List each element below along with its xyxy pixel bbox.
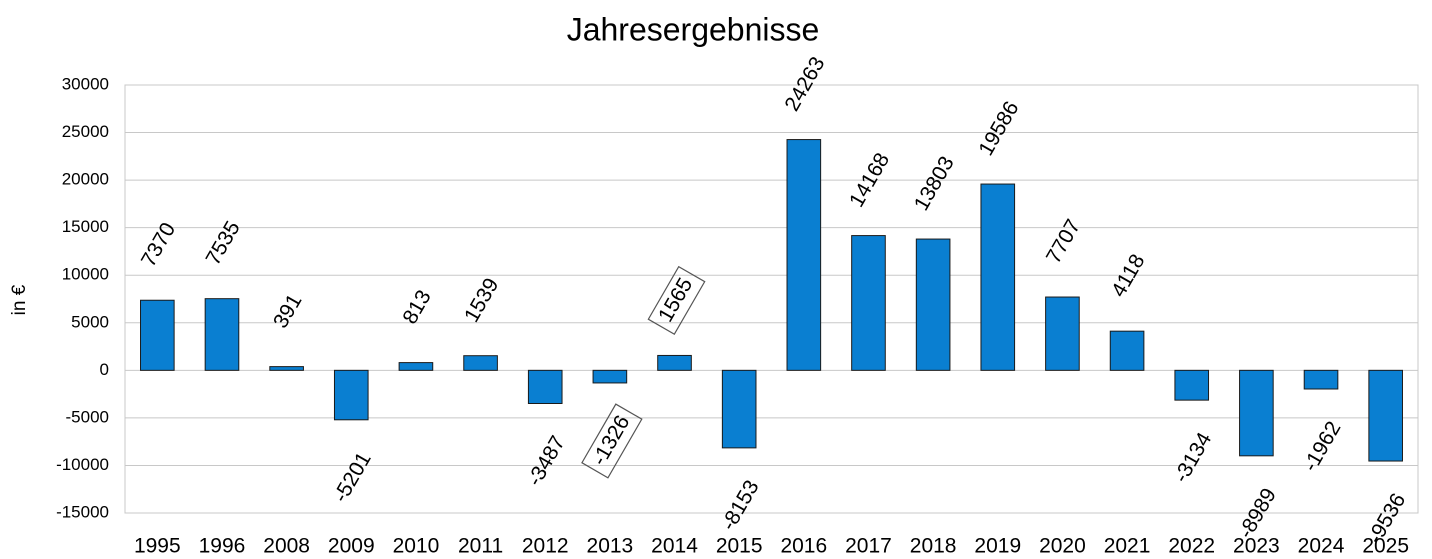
data-label: 13803	[910, 153, 959, 215]
y-tick-label: 15000	[62, 217, 109, 236]
label-box	[581, 403, 643, 479]
data-label: 19586	[974, 98, 1023, 160]
bar	[140, 299, 175, 371]
x-tick-label: 2009	[328, 535, 375, 558]
x-tick-label: 1995	[134, 535, 181, 558]
x-tick-label: 2021	[1104, 535, 1151, 558]
x-tick-label: 2015	[716, 535, 763, 558]
bar	[592, 369, 628, 384]
bar	[398, 362, 434, 371]
x-tick-label: 2008	[263, 535, 310, 558]
data-label: -3487	[523, 432, 570, 490]
x-tick-label: 2012	[522, 535, 569, 558]
x-tick-label: 2010	[393, 535, 440, 558]
y-axis-label: in €	[9, 284, 30, 315]
bar	[721, 369, 757, 449]
y-tick-label: -15000	[56, 502, 109, 521]
x-tick-label: 2011	[458, 535, 503, 558]
data-label: -1962	[1299, 418, 1346, 476]
bar	[980, 183, 1016, 371]
y-tick-label: 20000	[62, 170, 109, 189]
bar	[657, 354, 692, 371]
x-tick-label: 2025	[1362, 535, 1409, 558]
bar	[1239, 369, 1274, 457]
x-tick-label: 2018	[910, 535, 957, 558]
bar	[1303, 369, 1339, 390]
y-tick-label: -5000	[66, 407, 109, 426]
bar	[204, 298, 240, 371]
bar	[851, 235, 886, 371]
y-tick-label: 25000	[62, 122, 109, 141]
data-label: 1565	[654, 274, 697, 326]
data-label: -5201	[329, 448, 376, 506]
bar	[915, 238, 951, 371]
bar	[1109, 330, 1145, 371]
bar	[463, 355, 498, 371]
bar	[333, 369, 369, 421]
x-tick-label: 2022	[1168, 535, 1215, 558]
bar	[1174, 369, 1210, 401]
y-tick-label: -10000	[56, 455, 109, 474]
data-label: 813	[398, 286, 435, 328]
x-tick-label: 2014	[651, 535, 698, 558]
bar	[527, 369, 563, 404]
bar	[1045, 296, 1080, 371]
y-tick-label: 0	[100, 360, 109, 379]
x-tick-label: 1996	[199, 535, 246, 558]
plot-border	[124, 84, 1419, 514]
data-label: -8153	[717, 476, 764, 534]
data-label: 7370	[137, 219, 180, 271]
data-label: 24263	[780, 53, 829, 115]
y-tick-label: 10000	[62, 265, 109, 284]
y-tick-label: 5000	[71, 312, 109, 331]
x-tick-label: 2017	[845, 535, 892, 558]
x-tick-label: 2020	[1039, 535, 1086, 558]
x-tick-label: 2024	[1298, 535, 1345, 558]
x-tick-label: 2019	[974, 535, 1021, 558]
bar	[1368, 369, 1403, 462]
data-label: -3134	[1170, 428, 1217, 486]
label-box	[647, 265, 706, 336]
data-label: 391	[269, 290, 306, 332]
bar	[786, 139, 822, 371]
x-tick-label: 2013	[587, 535, 634, 558]
bar	[269, 366, 304, 371]
x-tick-label: 2023	[1233, 535, 1280, 558]
data-label: 7535	[202, 217, 245, 269]
data-label: 1539	[460, 274, 503, 326]
x-tick-label: 2016	[780, 535, 827, 558]
y-tick-label: 30000	[62, 74, 109, 93]
data-label: 7707	[1042, 216, 1085, 268]
chart-title: Jahresergebnisse	[567, 11, 820, 47]
